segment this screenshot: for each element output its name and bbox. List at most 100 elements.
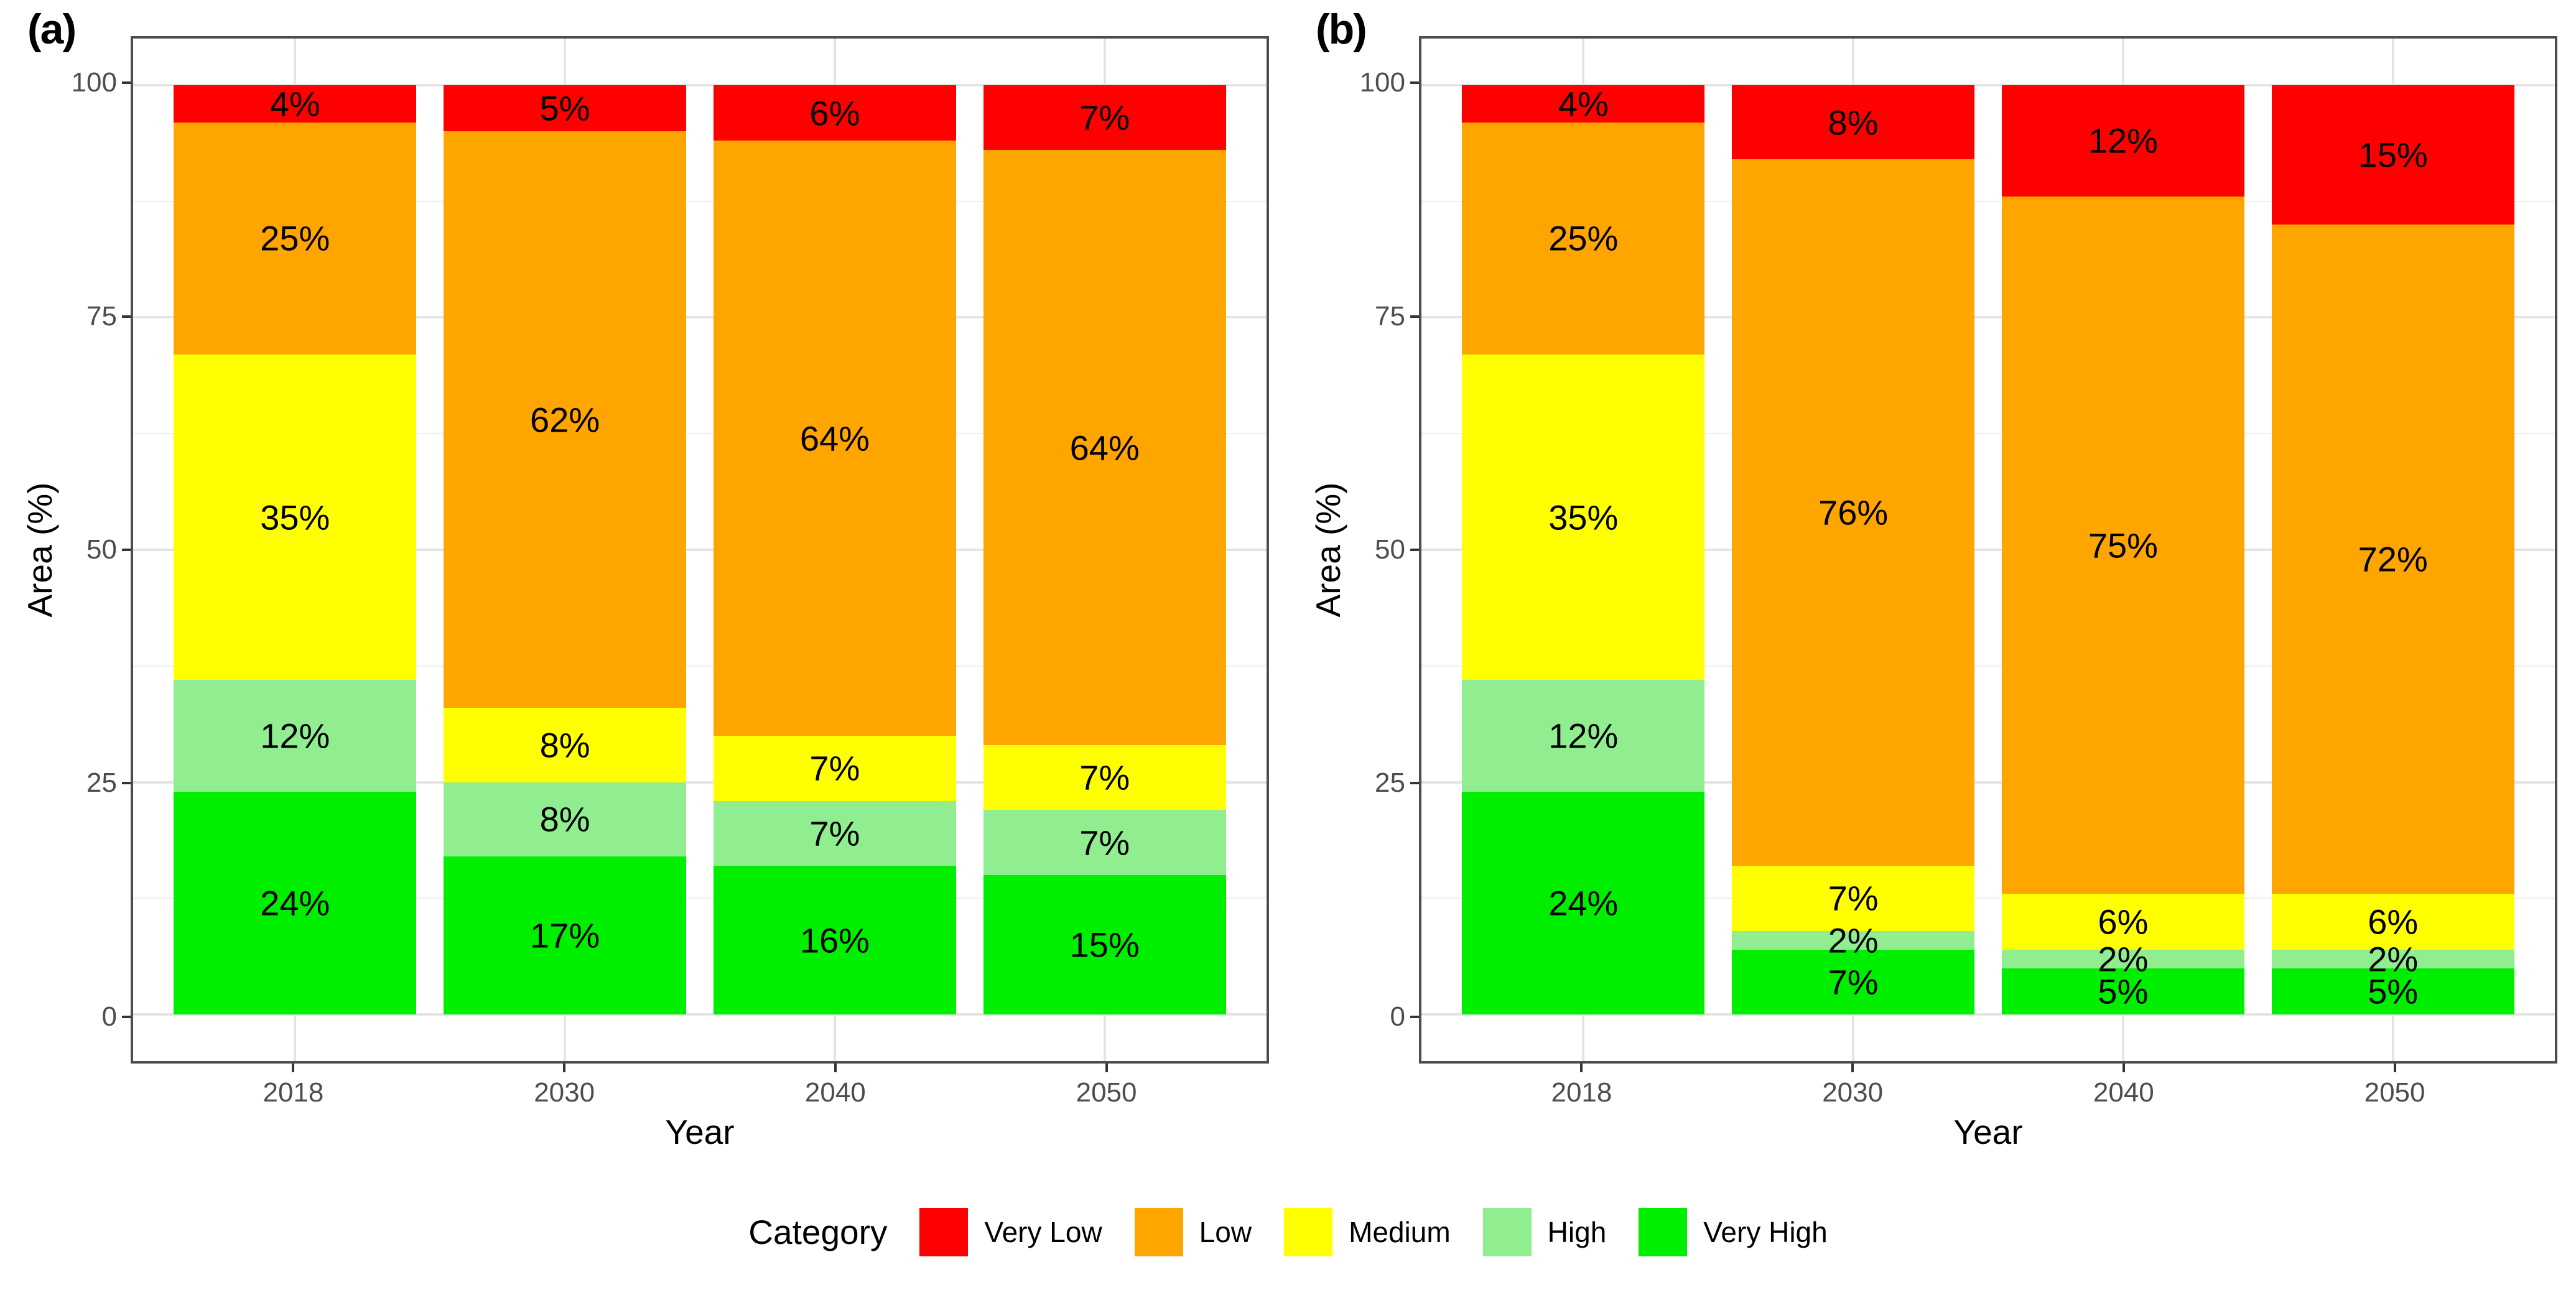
bar-label: 6% (2098, 902, 2149, 942)
bar-label: 75% (2088, 526, 2158, 565)
x-tick-mark (1851, 1064, 1854, 1072)
y-tick-mark (1410, 782, 1419, 785)
bar-label: 8% (1828, 103, 1879, 142)
bar-label: 5% (539, 88, 590, 128)
bar-segment-high (1731, 930, 1975, 950)
x-tick-mark (2393, 1064, 2396, 1072)
y-tick-mark (122, 81, 131, 85)
legend-item-label: Very High (1703, 1216, 1828, 1248)
y-tick-label: 100 (1359, 67, 1405, 98)
gridline-major (1421, 83, 2555, 86)
legend-item: Very Low (919, 1208, 1102, 1256)
bar-segment-very-low (983, 85, 1226, 151)
gridline-major (1421, 1013, 2555, 1016)
bar-label: 7% (1079, 98, 1130, 137)
bar-label: 7% (809, 814, 860, 853)
bar-label: 2% (2098, 939, 2149, 979)
bar-label: 6% (809, 93, 860, 133)
bar-segment-medium (174, 355, 417, 680)
gridline-major (133, 781, 1267, 784)
bar-segment-high (1462, 680, 1705, 792)
y-tick-mark (122, 549, 131, 551)
y-tick-label: 100 (71, 67, 117, 98)
legend-item-label: Very Low (984, 1216, 1102, 1248)
x-axis-title: Year (1953, 1113, 2023, 1151)
panel-b: (b) Area (%) 24% 12% 35% 25% 4% 7% 2% 7% 76% 8% 5%… (1288, 0, 2576, 1163)
panel-a-tag: (a) (27, 6, 77, 53)
panel-b-tag: (b) (1316, 6, 1367, 53)
bar-segment-low (174, 122, 417, 355)
gridline-minor (1421, 433, 2555, 435)
bar-label: 72% (2358, 539, 2428, 579)
bar-label: 8% (539, 725, 590, 765)
x-tick-label: 2030 (1822, 1077, 1884, 1108)
legend-swatch (1482, 1208, 1532, 1256)
bar-label: 12% (2088, 121, 2158, 160)
bar-segment-high (174, 680, 417, 792)
gridline-minor (1421, 897, 2555, 899)
bar-segment-low (983, 150, 1226, 745)
bar-label: 5% (2098, 971, 2149, 1011)
bar-label: 24% (260, 883, 330, 923)
gridline-minor (1421, 665, 2555, 667)
legend-swatch (1639, 1208, 1688, 1256)
bar-segment-very-high (2271, 968, 2514, 1015)
bar-segment-medium (2001, 893, 2245, 950)
legend-item-label: Medium (1349, 1216, 1451, 1248)
bar-segment-medium (2271, 893, 2514, 950)
y-tick-label: 75 (86, 300, 117, 332)
gridline-major (1421, 316, 2555, 319)
plot-area: 24% 12% 35% 25% 4% 17% 8% 8% 62% 5% 16% 7% 7% 64% 6% 15… (131, 36, 1269, 1064)
gridline-minor (1421, 200, 2555, 202)
y-tick-mark (122, 315, 131, 318)
x-tick-label: 2030 (534, 1077, 595, 1108)
bar-segment-very-low (443, 85, 687, 132)
bar-label: 15% (2358, 135, 2428, 175)
bar-label: 24% (1548, 883, 1619, 923)
x-tick-label: 2050 (2364, 1077, 2425, 1108)
legend-item: Very High (1639, 1208, 1828, 1256)
gridline-minor (133, 897, 1267, 899)
legend: Category Very Low Low Medium High Very High (0, 1192, 2576, 1273)
bar-segment-very-high (1731, 949, 1975, 1015)
gridline-major (133, 316, 1267, 319)
legend-items: Very Low Low Medium High Very High (919, 1208, 1828, 1256)
y-tick-mark (1410, 549, 1419, 551)
bar-segment-medium (713, 735, 957, 801)
x-tick-label: 2018 (1551, 1077, 1612, 1108)
y-tick-mark (122, 1015, 131, 1018)
x-tick-mark (2122, 1064, 2125, 1072)
bar-segment-very-high (983, 875, 1226, 1015)
bar-segment-high (713, 800, 957, 866)
gridline-major (133, 83, 1267, 86)
x-tick-label: 2050 (1076, 1077, 1137, 1108)
x-axis-title: Year (665, 1113, 735, 1151)
bar-label: 7% (1079, 758, 1130, 797)
bar-label: 35% (260, 498, 330, 537)
legend-item: Low (1134, 1208, 1252, 1256)
bar-segment-high (443, 782, 687, 857)
x-tick-mark (834, 1064, 837, 1072)
bar-label: 12% (260, 716, 330, 756)
gridline-minor (133, 433, 1267, 435)
y-tick-label: 0 (101, 1001, 117, 1032)
bar-segment-medium (443, 708, 687, 782)
legend-item: High (1482, 1208, 1607, 1256)
gridline-major (1421, 781, 2555, 784)
bar-label: 7% (1828, 878, 1879, 918)
legend-item-label: High (1547, 1216, 1607, 1248)
legend-item-label: Low (1199, 1216, 1252, 1248)
y-tick-mark (1410, 81, 1419, 85)
bar-label: 2% (2368, 939, 2419, 979)
gridline-major (133, 1013, 1267, 1016)
bar-label: 4% (1558, 84, 1609, 124)
bar-label: 17% (530, 916, 600, 955)
bar-label: 7% (1828, 962, 1879, 1002)
bar-segment-very-high (443, 856, 687, 1015)
bar-segment-very-low (1462, 85, 1705, 123)
bar-segment-low (713, 141, 957, 736)
bar-segment-medium (1462, 355, 1705, 680)
bar-segment-very-low (1731, 85, 1975, 160)
bar-label: 12% (1548, 716, 1619, 756)
bar-segment-medium (1731, 866, 1975, 931)
